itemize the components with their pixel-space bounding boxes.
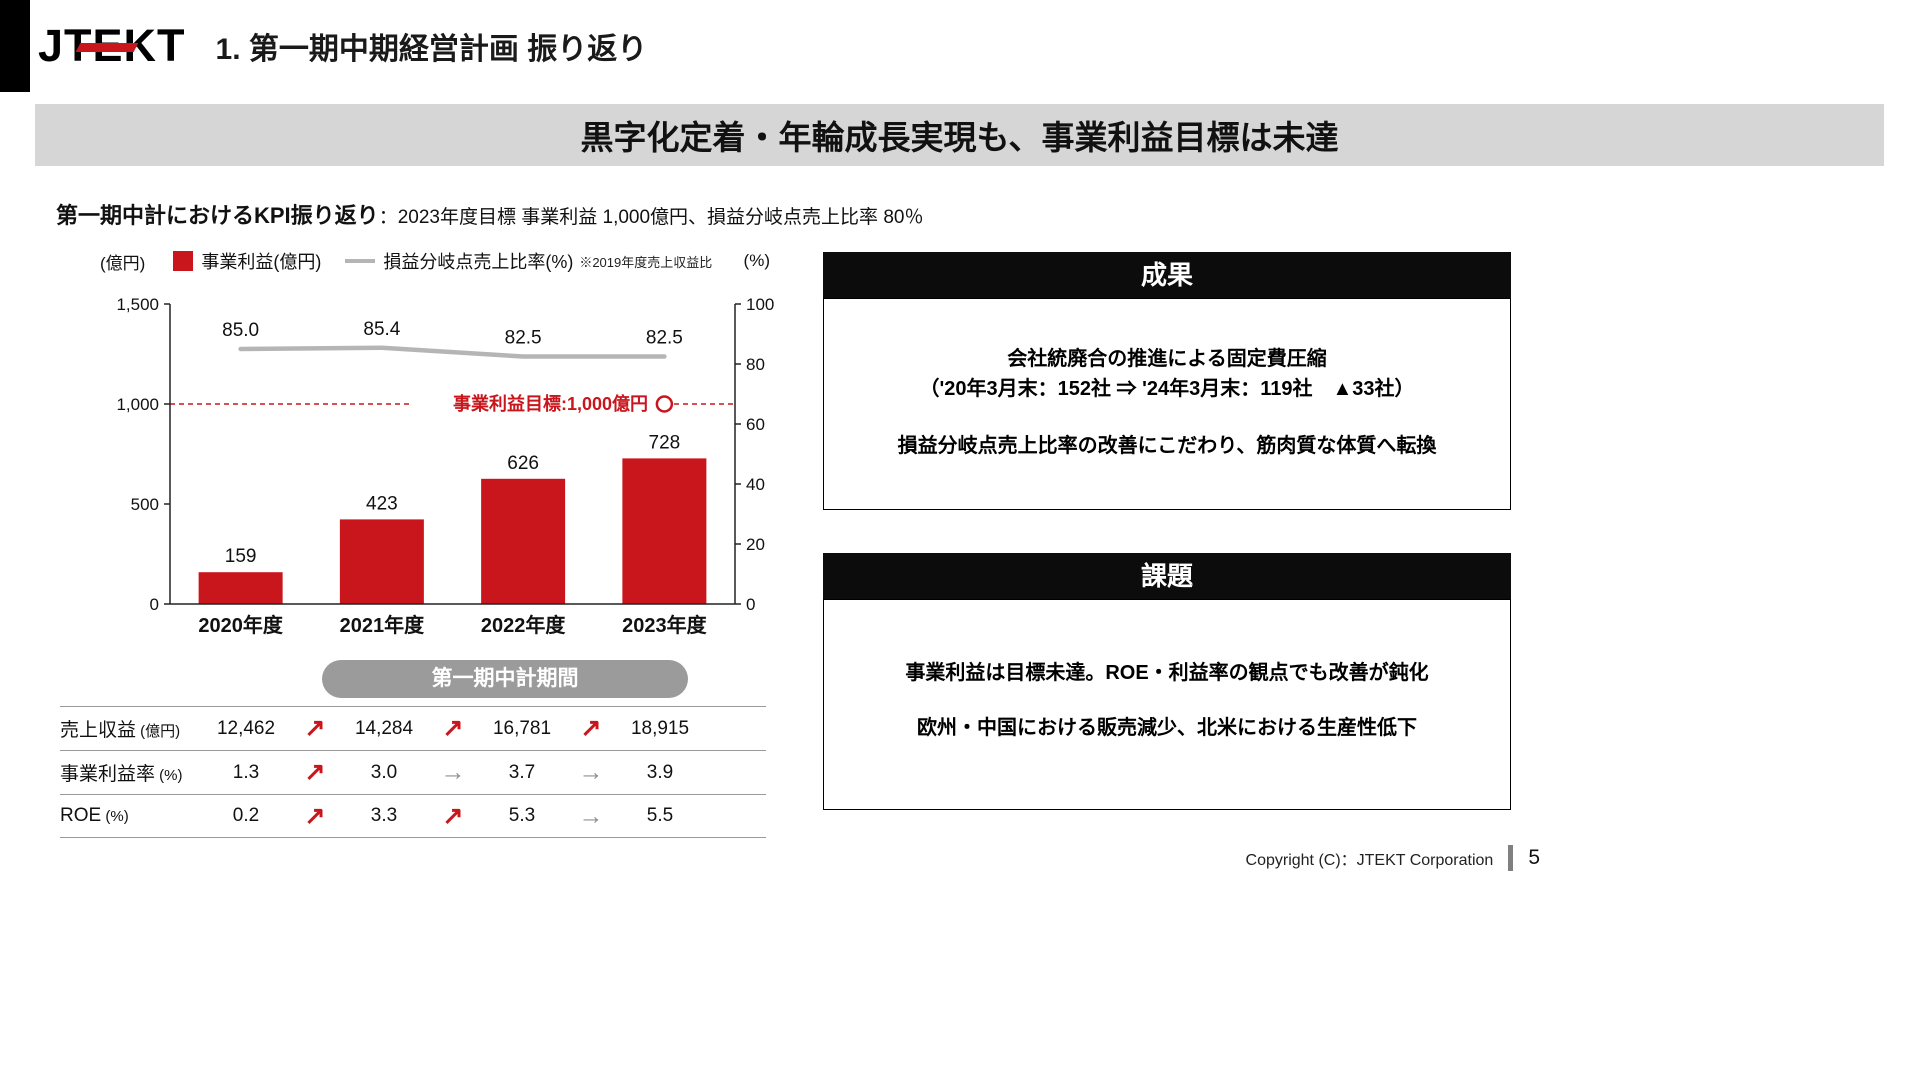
left-tick-label: 1,500: [116, 295, 159, 314]
table-row: ROE (%) 0.2 ↗ 3.3 ↗ 5.3 → 5.5: [60, 794, 766, 838]
bar-swatch-icon: [173, 251, 194, 271]
kpi-table: 売上収益 (億円) 12,462 ↗ 14,284 ↗ 16,781 ↗ 18,915 事業利益…: [60, 706, 766, 838]
results-line: 損益分岐点売上比率の改善にこだわり、筋肉質な体質へ転換: [897, 435, 1437, 457]
line-value-label: 85.0: [222, 320, 259, 341]
right-axis-unit-label: (%): [743, 251, 770, 270]
kpi-review-label: 第一期中計におけるKPI振り返り: [56, 203, 379, 228]
category-label: 2022年度: [481, 613, 566, 637]
table-row: 売上収益 (億円) 12,462 ↗ 14,284 ↗ 16,781 ↗ 18,915: [60, 706, 766, 750]
trend-flat-icon: →: [440, 758, 466, 786]
table-value: 0.2: [232, 805, 260, 826]
issues-box: 課題 事業利益は目標未達。ROE・利益率の観点でも改善が鈍化 欧州・中国における…: [823, 553, 1511, 810]
issues-line: 事業利益は目標未達。ROE・利益率の観点でも改善が鈍化: [905, 662, 1429, 684]
results-line: （'20年3月末：152社 ⇒ '24年3月末：119社 ▲33社）: [919, 378, 1415, 400]
issues-line: 欧州・中国における販売減少、北米における生産性低下: [917, 717, 1417, 739]
kpi-review-line: 第一期中計におけるKPI振り返り ：2023年度目標 事業利益 1,000億円、…: [56, 198, 923, 230]
target-label: 事業利益目標:1,000億円: [453, 393, 648, 414]
breakeven-ratio-line: [238, 345, 667, 359]
results-box-body: 会社統廃合の推進による固定費圧縮 （'20年3月末：152社 ⇒ '24年3月末…: [823, 298, 1511, 510]
trend-flat-icon: →: [578, 758, 604, 786]
bar: [198, 572, 283, 604]
issues-box-title: 課題: [823, 553, 1511, 599]
chart-legend: (億円) 事業利益(億円) 損益分岐点売上比率(%) ※2019年度売上収益比 …: [60, 242, 810, 274]
slide-footer: Copyright (C)：JTEKT Corporation 5: [0, 845, 1540, 871]
bar: [339, 519, 424, 604]
trend-up-icon: ↗: [304, 801, 326, 830]
line-value-label: 82.5: [505, 328, 542, 349]
bar-value-label: 423: [366, 493, 398, 514]
section-title: 1. 第一期中期経営計画 振り返り: [215, 33, 648, 66]
table-value: 3.3: [370, 805, 398, 826]
row-label: 事業利益率 (%): [60, 764, 183, 785]
left-tick-label: 1,000: [116, 395, 159, 414]
table-value: 5.5: [646, 805, 674, 826]
kpi-bar-line-chart: 159 423 626 728 85.0 85.4 82.5 82.5 事業利益目標:1,000…: [116, 295, 774, 637]
category-label: 2020年度: [198, 613, 283, 637]
copyright-text: Copyright (C)：JTEKT Corporation: [1245, 852, 1494, 869]
legend-label: 事業利益(億円): [201, 252, 322, 272]
trend-up-icon: ↗: [442, 714, 464, 742]
category-label: 2021年度: [340, 613, 425, 637]
legend-items: 事業利益(億円) 損益分岐点売上比率(%) ※2019年度売上収益比: [173, 248, 712, 274]
table-value: 3.0: [370, 761, 398, 783]
bar-value-label: 728: [649, 432, 681, 453]
table-value: 1.3: [232, 761, 260, 783]
table-value: 3.9: [646, 761, 674, 783]
line-swatch-icon: [345, 259, 376, 263]
table-value: 3.7: [508, 761, 536, 783]
trend-up-icon: ↗: [442, 801, 464, 830]
row-label: ROE (%): [60, 805, 129, 826]
header-accent-bar: [0, 0, 30, 92]
results-box: 成果 会社統廃合の推進による固定費圧縮 （'20年3月末：152社 ⇒ '24年…: [823, 252, 1511, 510]
category-label: 2023年度: [622, 613, 707, 637]
page-divider-bar: [1508, 845, 1514, 871]
trend-up-icon: ↗: [304, 714, 326, 742]
bar: [622, 458, 707, 604]
right-tick-label: 80: [746, 355, 765, 374]
legend-note: ※2019年度売上収益比: [579, 254, 713, 270]
bar-value-label: 159: [225, 546, 257, 567]
issues-box-body: 事業利益は目標未達。ROE・利益率の観点でも改善が鈍化 欧州・中国における販売減…: [823, 599, 1511, 810]
right-tick-label: 40: [746, 475, 765, 494]
summary-boxes: 成果 会社統廃合の推進による固定費圧縮 （'20年3月末：152社 ⇒ '24年…: [823, 252, 1511, 810]
bar: [481, 478, 566, 604]
legend-item-operating-profit: 事業利益(億円): [173, 248, 321, 274]
table-value: 12,462: [216, 717, 276, 739]
slide-header: JTEKT 1. 第一期中期経営計画 振り返り: [0, 0, 1920, 92]
headline-text: 黒字化定着・年輪成長実現も、事業利益目標は未達: [580, 119, 1339, 156]
right-tick-label: 20: [746, 535, 765, 554]
line-value-label: 82.5: [646, 328, 683, 349]
left-tick-label: 500: [131, 495, 159, 514]
table-value: 18,915: [630, 717, 690, 739]
line-value-label: 85.4: [363, 319, 400, 340]
row-label: 売上収益 (億円): [60, 720, 181, 741]
right-tick-label: 0: [746, 595, 755, 614]
table-value: 14,284: [354, 717, 414, 739]
target-marker: [655, 395, 674, 413]
table-value: 16,781: [492, 717, 552, 739]
jtekt-logo-red-dash: [75, 43, 139, 52]
table-row: 事業利益率 (%) 1.3 ↗ 3.0 → 3.7 → 3.9: [60, 750, 766, 794]
target-label-bg: [412, 392, 652, 416]
kpi-review-detail: ：2023年度目標 事業利益 1,000億円、損益分岐点売上比率 80％: [378, 207, 924, 228]
right-tick-label: 100: [746, 295, 774, 314]
page-number: 5: [1528, 846, 1540, 869]
headline-banner: 黒字化定着・年輪成長実現も、事業利益目標は未達: [35, 104, 1884, 166]
trend-flat-icon: →: [578, 801, 604, 830]
results-line: 会社統廃合の推進による固定費圧縮: [1007, 348, 1327, 370]
trend-up-icon: ↗: [304, 758, 326, 786]
left-axis-unit-label: (億円): [100, 253, 146, 273]
legend-item-breakeven-ratio: 損益分岐点売上比率(%) ※2019年度売上収益比: [345, 248, 712, 274]
period-pill: 第一期中計期間: [322, 660, 688, 698]
right-tick-label: 60: [746, 415, 765, 434]
kpi-chart-section: (億円) 事業利益(億円) 損益分岐点売上比率(%) ※2019年度売上収益比 …: [60, 242, 810, 838]
table-value: 5.3: [508, 805, 536, 826]
jtekt-logo: JTEKT: [38, 20, 186, 72]
bar-value-label: 626: [507, 453, 539, 474]
results-box-title: 成果: [823, 252, 1511, 298]
trend-up-icon: ↗: [580, 714, 602, 742]
left-tick-label: 0: [150, 595, 159, 614]
legend-label: 損益分岐点売上比率(%): [383, 252, 574, 272]
